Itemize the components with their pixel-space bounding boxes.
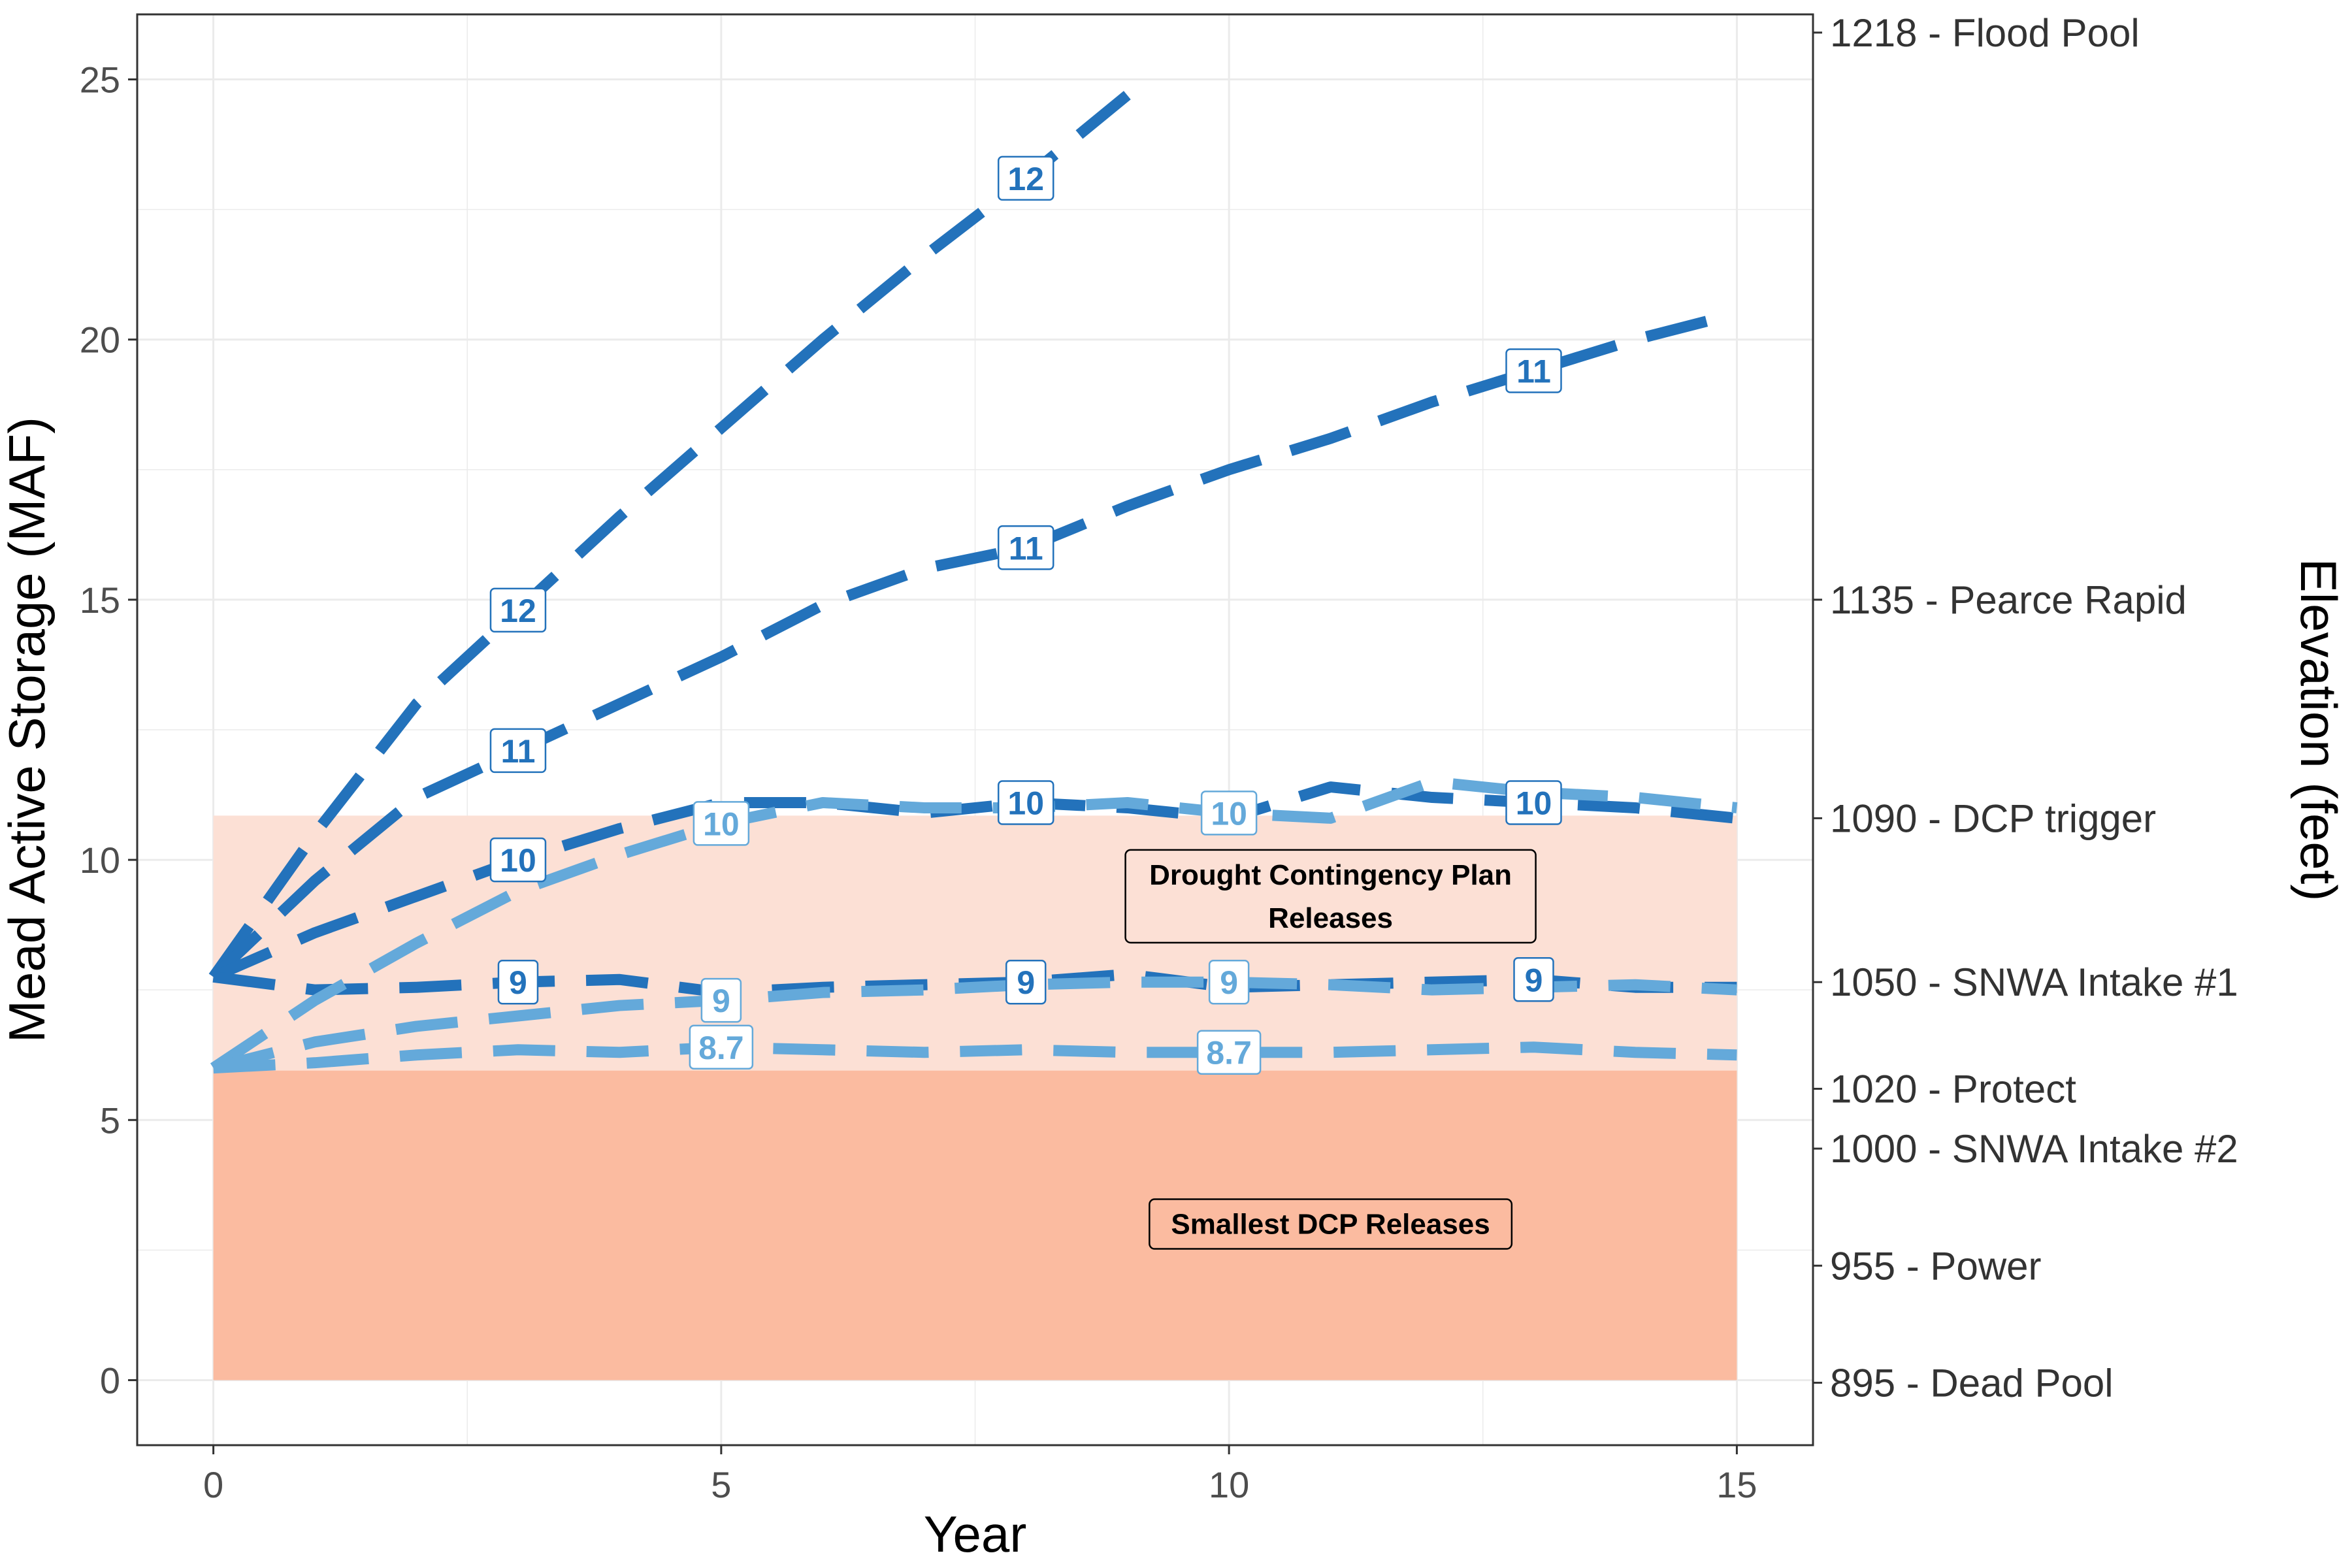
series-label-text: 8.7: [1206, 1035, 1252, 1071]
series-label-box: [497, 959, 539, 1005]
series-label-box: [997, 780, 1054, 825]
series-labels: 12 12 11 11 11 10 10 10 9 9 9 10 10 9 9 8.7 8.7 Drought C…: [489, 155, 1562, 1250]
y-tick-label: 25: [80, 59, 120, 101]
series-label-box: [1513, 957, 1554, 1002]
x-tick-label: 15: [1716, 1464, 1757, 1505]
series-label-box: [997, 525, 1054, 570]
y-axis-title: Mead Active Storage (MAF): [0, 417, 56, 1043]
y-tick-label: 0: [100, 1360, 120, 1401]
series-label-box: [1505, 780, 1562, 825]
series-label-box: [700, 977, 742, 1023]
regions: [213, 815, 1737, 1380]
right-axis-label: 1135 - Pearce Rapid: [1830, 578, 2187, 622]
region-label-box-0: [1124, 849, 1537, 944]
series-line-10-light: [210, 776, 1738, 1073]
series-label-text: 11: [1009, 530, 1043, 566]
axes: 0 5 10 15 0 5 10 15 20 25 1218 - Flood Pool 1135 - …: [80, 11, 2238, 1505]
series-label-box: [489, 728, 547, 774]
right-axis-label: 1020 - Protect: [1830, 1067, 2076, 1111]
series-label-box: [489, 587, 547, 633]
y-tick-label: 20: [80, 319, 120, 361]
region-label-text: Smallest DCP Releases: [1171, 1209, 1490, 1241]
right-axis-label: 1218 - Flood Pool: [1830, 11, 2140, 55]
y-tick-label: 10: [80, 840, 120, 881]
series-label-text: 10: [703, 806, 740, 842]
series-label-box: [1196, 1030, 1262, 1075]
series-line-10-dark: [211, 781, 1738, 983]
series-lines: [208, 90, 1739, 1074]
region-1: [213, 1070, 1737, 1380]
region-label-text: Drought Contingency Plan: [1149, 859, 1512, 891]
series-label-box: [1200, 791, 1258, 836]
series-label-text: 12: [500, 593, 536, 629]
right-axis-label: 1000 - SNWA Intake #2: [1830, 1127, 2238, 1171]
x-axis-title: Year: [924, 1505, 1027, 1563]
right-axis-label: 1090 - DCP trigger: [1830, 796, 2156, 840]
series-label-text: 10: [500, 842, 536, 879]
series-line-8.7-light: [213, 1041, 1737, 1074]
series-label-box: [1005, 959, 1047, 1005]
series-label-box: [997, 155, 1054, 201]
y-tick-label: 15: [80, 580, 120, 621]
series-label-text: 10: [1007, 785, 1044, 821]
x-tick-label: 10: [1209, 1464, 1249, 1505]
series-label-box: [693, 801, 750, 846]
series-line-12-dark: [208, 90, 1132, 981]
series-label-box: [1208, 959, 1250, 1005]
series-label-text: 9: [509, 964, 527, 1001]
series-label-text: 9: [1525, 962, 1543, 998]
region-label-box-1: [1149, 1198, 1513, 1250]
series-line-11-dark: [209, 308, 1739, 981]
series-label-text: 11: [501, 733, 536, 770]
right-axis-label: 895 - Dead Pool: [1830, 1361, 2114, 1405]
series-label-box: [689, 1024, 754, 1070]
series-label-text: 9: [712, 983, 730, 1019]
series-label-text: 10: [1211, 795, 1247, 832]
series-label-text: 10: [1516, 785, 1552, 821]
series-label-text: 9: [1017, 964, 1035, 1001]
x-tick-label: 0: [203, 1464, 223, 1505]
y-tick-label: 5: [100, 1100, 120, 1141]
series-label-text: 9: [1220, 964, 1238, 1001]
series-line-9-light: [212, 976, 1737, 1073]
series-label-text: 8.7: [698, 1030, 744, 1066]
right-axis-label: 955 - Power: [1830, 1244, 2042, 1288]
right-axis-label: 1050 - SNWA Intake #1: [1830, 960, 2238, 1004]
plot-panel-border: [136, 13, 1814, 1446]
region-label-text: Releases: [1268, 902, 1393, 934]
series-label-box: [1505, 348, 1562, 393]
secondary-y-axis-title: Elevation (feet): [2290, 559, 2347, 902]
series-label-text: 12: [1007, 161, 1044, 197]
x-tick-label: 5: [711, 1464, 731, 1505]
series-label-text: 11: [1516, 353, 1551, 390]
series-label-box: [489, 837, 547, 883]
